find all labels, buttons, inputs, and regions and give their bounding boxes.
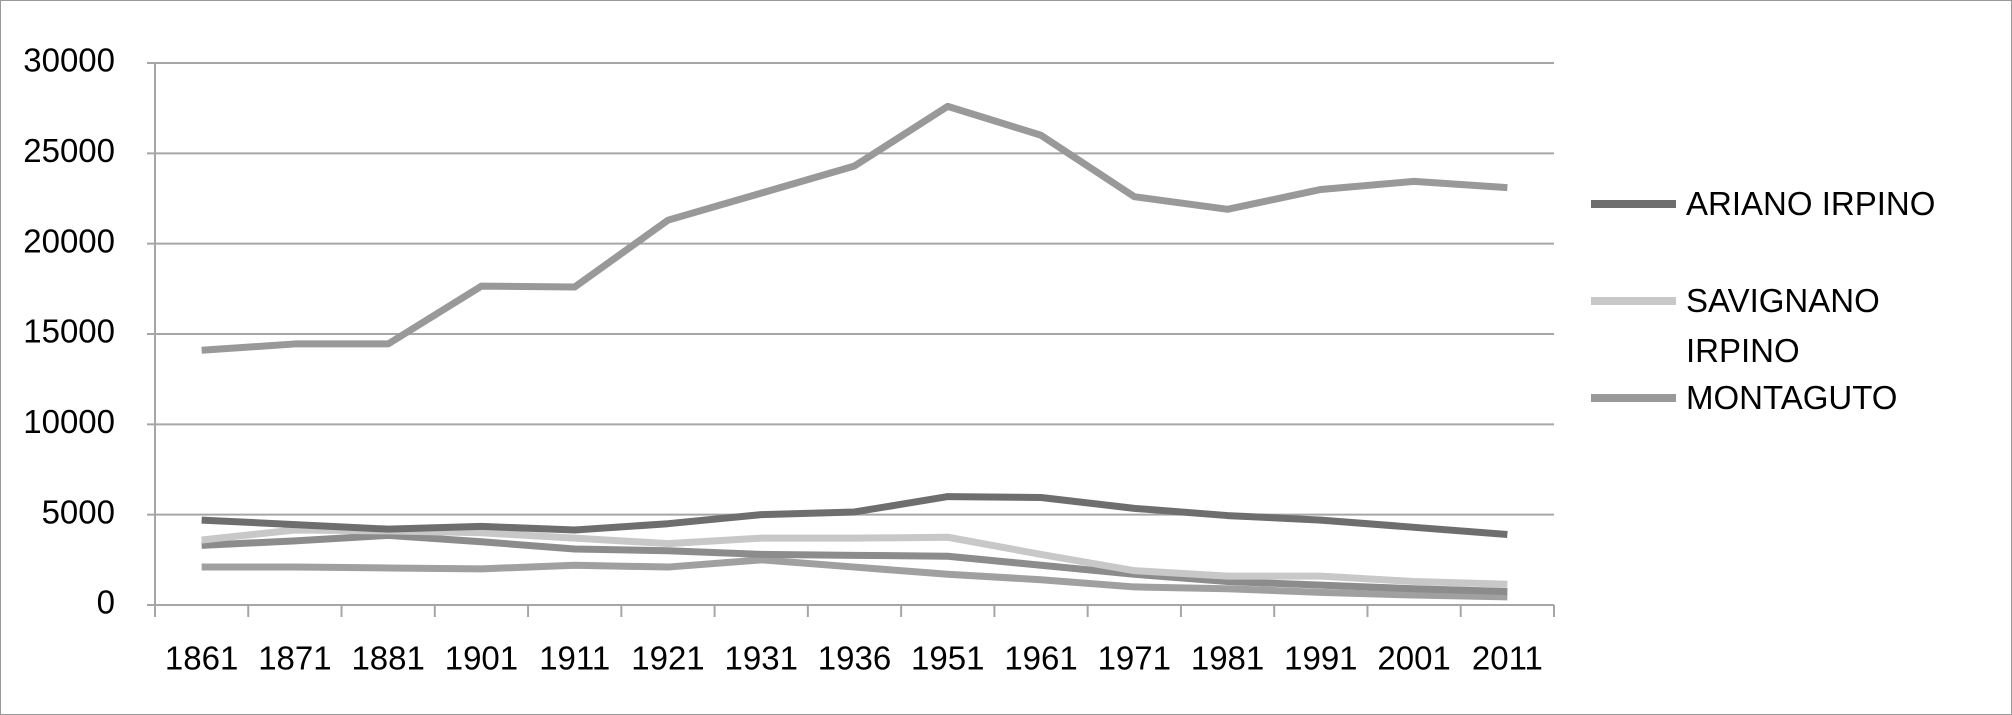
series-line: [201, 556, 1508, 601]
x-tick-label: 1921: [631, 640, 704, 677]
x-tick-label: 1861: [165, 640, 238, 677]
legend-item: MONTAGUTO: [1591, 373, 1986, 423]
legend-item: SAVIGNANO IRPINO: [1591, 276, 1986, 376]
plot-area: 0 5000 10000 15000 20000 25000 30000 1861 1871 18…: [23, 42, 1555, 677]
x-tick-label: 1971: [1098, 640, 1171, 677]
x-tick-label: 1871: [258, 640, 331, 677]
y-tick-label: 20000: [23, 222, 115, 259]
x-tick-label: 1911: [539, 640, 610, 677]
y-tick-label: 10000: [23, 403, 115, 440]
legend-label: SAVIGNANO IRPINO: [1686, 282, 1880, 369]
x-tick-label: 1881: [351, 640, 424, 677]
legend-swatch: [1591, 200, 1676, 208]
x-tick-label: 1951: [911, 640, 984, 677]
series-line: [201, 102, 1508, 354]
legend-swatch: [1591, 297, 1676, 305]
x-tick-label: 2011: [1472, 640, 1543, 677]
x-tick-label: 1961: [1004, 640, 1077, 677]
x-tick-label: 1931: [725, 640, 798, 677]
legend-item: ARIANO IRPINO: [1591, 179, 1986, 229]
y-tick-label: 30000: [23, 42, 115, 79]
y-tick-label: 25000: [23, 132, 115, 169]
x-tick-label: 1981: [1191, 640, 1264, 677]
x-tick-label: 2001: [1377, 640, 1450, 677]
x-tick-label: 1901: [445, 640, 518, 677]
y-tick-label: 15000: [23, 313, 115, 350]
x-tick-label: 1991: [1284, 640, 1357, 677]
series-line: [201, 531, 1508, 595]
y-tick-label: 0: [97, 584, 115, 621]
legend-swatch: [1591, 394, 1676, 402]
legend-label: MONTAGUTO: [1686, 379, 1898, 416]
series-line: [201, 493, 1508, 539]
x-tick-label: 1936: [818, 640, 891, 677]
y-tick-label: 5000: [42, 493, 115, 530]
legend-label: ARIANO IRPINO: [1686, 185, 1936, 222]
